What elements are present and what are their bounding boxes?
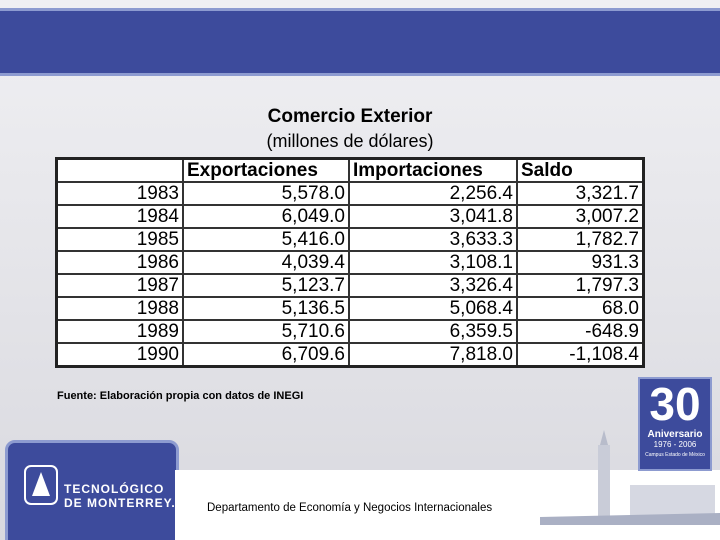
table-cell: 5,123.7 — [182, 273, 350, 298]
campus-illustration — [540, 430, 720, 525]
table-cell: 6,359.5 — [348, 319, 518, 344]
table-cell: 68.0 — [516, 296, 645, 321]
table-row: 1984 6,049.0 3,041.8 3,007.2 — [55, 204, 645, 229]
table-row: 1990 6,709.6 7,818.0 -1,108.4 — [55, 342, 645, 368]
header-cell: Importaciones — [348, 157, 518, 183]
table-cell: 5,068.4 — [348, 296, 518, 321]
badge-years: 1976 - 2006 — [653, 440, 697, 449]
table-row: 1983 5,578.0 2,256.4 3,321.7 — [55, 181, 645, 206]
footer-bar — [175, 470, 720, 540]
table-cell: 5,136.5 — [182, 296, 350, 321]
table-cell: 4,039.4 — [182, 250, 350, 275]
table-cell: 1988 — [55, 296, 184, 321]
table-cell: 7,818.0 — [348, 342, 518, 368]
table-cell: -1,108.4 — [516, 342, 645, 368]
table-cell: 5,578.0 — [182, 181, 350, 206]
badge-campus: Campus Estado de México — [645, 452, 705, 458]
table-cell: 1989 — [55, 319, 184, 344]
footer-panel — [5, 440, 179, 540]
table-cell: 3,321.7 — [516, 181, 645, 206]
anniversary-badge: 30 Aniversario 1976 - 2006 Campus Estado… — [638, 377, 712, 471]
table-row: 1985 5,416.0 3,633.3 1,782.7 — [55, 227, 645, 252]
table-cell: 1987 — [55, 273, 184, 298]
badge-number: 30 — [649, 378, 701, 430]
badge-label: Aniversario — [647, 429, 703, 440]
logo-emblem — [24, 465, 58, 505]
table-cell: 6,049.0 — [182, 204, 350, 229]
table-cell: 2,256.4 — [348, 181, 518, 206]
logo-text: TECNOLÓGICO — [64, 482, 165, 496]
header-cell: Saldo — [516, 157, 645, 183]
table-cell: 1,797.3 — [516, 273, 645, 298]
table-row: 1988 5,136.5 5,068.4 68.0 — [55, 296, 645, 321]
table-cell: 1,782.7 — [516, 227, 645, 252]
table-cell: 5,416.0 — [182, 227, 350, 252]
table-cell: 1990 — [55, 342, 184, 368]
subtitle: (millones de dólares) — [266, 131, 434, 151]
source-note: Fuente: Elaboración propia con datos de … — [57, 390, 304, 402]
table-cell: 1985 — [55, 227, 184, 252]
table-cell: 6,709.6 — [182, 342, 350, 368]
top-banner — [0, 8, 720, 76]
logo-text: DE MONTERREY. — [64, 496, 176, 510]
table-row: 1986 4,039.4 3,108.1 931.3 — [55, 250, 645, 275]
table-cell: 931.3 — [516, 250, 645, 275]
title: Comercio Exterior — [267, 106, 433, 127]
table-cell: 1983 — [55, 181, 184, 206]
department: Departamento de Economía y Negocios Inte… — [207, 502, 493, 514]
table-cell: 3,041.8 — [348, 204, 518, 229]
table-cell: 3,326.4 — [348, 273, 518, 298]
table-cell: 3,633.3 — [348, 227, 518, 252]
table-row: 1987 5,123.7 3,326.4 1,797.3 — [55, 273, 645, 298]
header-row: Exportaciones Importaciones Saldo — [55, 157, 645, 183]
data-table: Exportaciones Importaciones Saldo 1983 5,578… — [55, 157, 645, 368]
table-cell: -648.9 — [516, 319, 645, 344]
table-cell: 3,108.1 — [348, 250, 518, 275]
header-cell: Exportaciones — [182, 157, 350, 183]
header-cell — [55, 157, 184, 183]
table-cell: 5,710.6 — [182, 319, 350, 344]
table-cell: 1986 — [55, 250, 184, 275]
table-cell: 1984 — [55, 204, 184, 229]
table-row: 1989 5,710.6 6,359.5 -648.9 — [55, 319, 645, 344]
table-cell: 3,007.2 — [516, 204, 645, 229]
